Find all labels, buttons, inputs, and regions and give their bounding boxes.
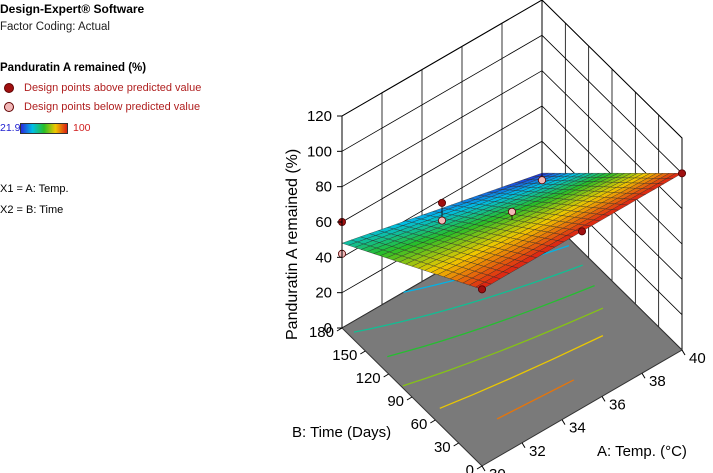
x-axis-title: A: Temp. (°C) xyxy=(597,443,687,460)
z-tick-label: 40 xyxy=(315,249,332,266)
x-tick-label: 32 xyxy=(529,443,546,460)
legend-panel: Design-Expert® Software Factor Coding: A… xyxy=(0,0,240,473)
design-point xyxy=(678,169,687,178)
z-tick-label: 80 xyxy=(315,179,332,196)
design-point xyxy=(437,198,446,207)
z-tick-label: 60 xyxy=(315,214,332,231)
x-tick-mark xyxy=(561,419,566,425)
y-tick-label: 150 xyxy=(332,347,357,364)
contour-line xyxy=(439,335,604,409)
response-title: Panduratin A remained (%) xyxy=(0,62,147,74)
y-tick-mark xyxy=(476,465,483,470)
plot-axes: 0 20 40 60 80 100 120 30 32 34 36 38 40 0 30 60 90 120 150… xyxy=(284,108,706,473)
y-tick-mark xyxy=(453,442,459,447)
x-tick-label: 34 xyxy=(569,420,586,437)
x-tick-label: 30 xyxy=(489,466,506,473)
colorbar xyxy=(20,123,68,134)
z-tick-label: 0 xyxy=(324,320,332,337)
factor-coding: Factor Coding: Actual xyxy=(0,21,110,33)
x-tick-mark xyxy=(601,396,606,402)
y-tick-label: 90 xyxy=(387,393,404,410)
y-axis-title: B: Time (Days) xyxy=(292,424,391,441)
legend-below-label: Design points below predicted value xyxy=(24,101,201,113)
colorbar-min: 21.9 xyxy=(0,122,21,134)
response-surface xyxy=(341,172,683,290)
contour-line xyxy=(353,264,583,333)
x-tick-mark xyxy=(641,372,646,379)
y-tick-label: 120 xyxy=(356,370,381,387)
y-tick-label: 180 xyxy=(309,324,334,341)
x-tick-mark xyxy=(521,442,526,449)
above-point-icon xyxy=(4,83,14,93)
factor-x2: X2 = B: Time xyxy=(0,204,64,216)
design-point xyxy=(437,216,446,225)
factor-x1: X1 = A: Temp. xyxy=(0,183,69,195)
y-tick-mark xyxy=(406,396,413,401)
x-tick-mark xyxy=(681,349,686,356)
x-tick-label: 38 xyxy=(649,373,666,390)
z-tick-label: 120 xyxy=(307,108,332,125)
y-tick-mark xyxy=(336,327,343,332)
y-tick-mark xyxy=(360,350,366,355)
contour-line xyxy=(402,307,604,387)
contour-line xyxy=(496,379,575,420)
y-tick-mark xyxy=(430,419,436,424)
z-tick-label: 20 xyxy=(315,285,332,302)
colorbar-max: 100 xyxy=(73,122,91,134)
below-point-icon xyxy=(4,102,14,112)
y-tick-label: 30 xyxy=(434,439,451,456)
design-point xyxy=(538,176,547,185)
design-point xyxy=(507,207,516,216)
z-tick-label: 100 xyxy=(307,143,332,160)
z-axis-title: Panduratin A remained (%) xyxy=(284,149,301,340)
legend-above-label: Design points above predicted value xyxy=(24,82,202,94)
x-tick-label: 40 xyxy=(689,350,706,367)
contour-line xyxy=(387,284,595,358)
design-point xyxy=(477,285,486,294)
x-tick-mark xyxy=(481,465,486,472)
y-tick-label: 60 xyxy=(411,416,428,433)
y-tick-mark xyxy=(383,373,389,378)
y-tick-label: 0 xyxy=(466,462,474,473)
x-tick-label: 36 xyxy=(609,396,626,413)
app-title: Design-Expert® Software xyxy=(0,2,145,16)
design-point xyxy=(578,227,587,236)
